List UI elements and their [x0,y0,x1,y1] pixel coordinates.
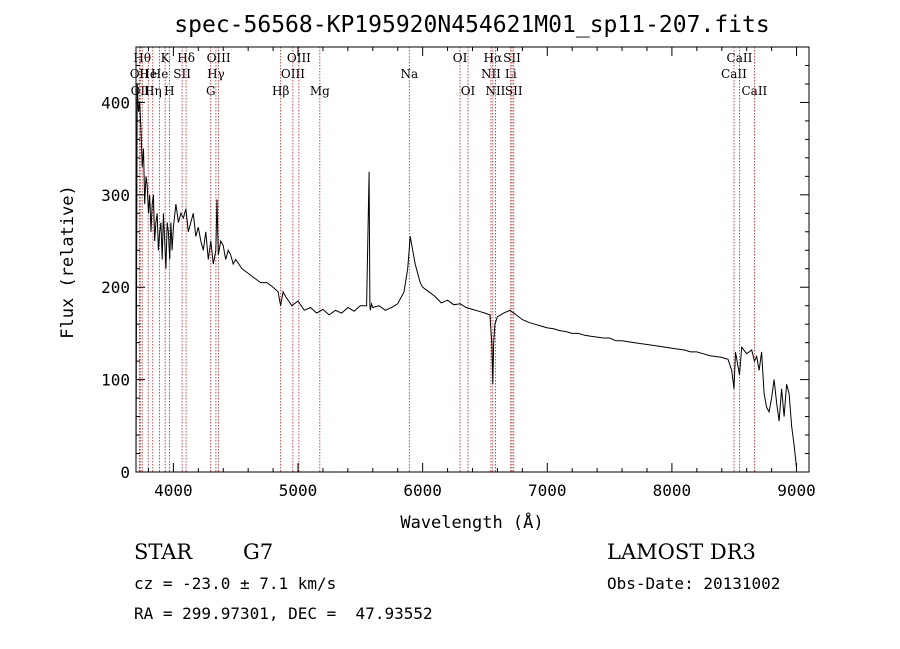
y-tick-label: 0 [120,463,130,482]
line-mark-label: CaII [741,84,767,98]
line-mark-label: Hβ [272,84,289,98]
y-tick-label: 300 [101,186,130,205]
x-tick-label: 8000 [653,481,692,500]
line-mark-label: SII [505,84,523,98]
x-tick-label: 4000 [154,481,193,500]
y-tick-label: 400 [101,93,130,112]
x-tick-label: 7000 [528,481,567,500]
line-mark-label: OIII [207,51,231,65]
line-marks: OIIOIIHθHeHηHeKHSIIHδGHγOIIIHβOIIIOIIIMg… [130,47,768,472]
object-subclass: G7 [243,540,274,564]
survey-name: LAMOST DR3 [607,540,756,564]
line-mark-label: OI [453,51,468,65]
line-mark-label: OII [131,84,151,98]
line-mark-label: CaII [721,67,747,81]
line-mark-label: SII [173,67,191,81]
line-mark-label: Li [505,67,517,81]
line-mark-label: Hθ [133,51,151,65]
line-mark-label: OIII [287,51,311,65]
chart-title: spec-56568-KP195920N454621M01_sp11-207.f… [174,12,769,38]
line-mark-label: NII [481,67,501,81]
redshift-readout: cz = -23.0 ± 7.1 km/s [134,574,337,593]
y-tick-label: 200 [101,278,130,297]
spectrum-line [135,83,797,468]
plot-frame [135,46,810,473]
x-tick-label: 5000 [279,481,318,500]
axis-ticks: 4000 5000 6000 7000 8000 9000 0 100 200 300 400 [101,47,816,500]
line-mark-label: He [151,67,169,81]
y-tick-label: 100 [101,371,130,390]
line-mark-label: Hδ [177,51,195,65]
line-mark-label: SII [503,51,521,65]
coordinates-readout: RA = 299.97301, DEC = 47.93552 [134,604,433,623]
line-mark-label: Hα [484,51,503,65]
line-mark-label: K [161,51,171,65]
line-mark-label: H [164,84,174,98]
line-mark-label: CaII [727,51,753,65]
line-mark-label: Hη [144,84,162,98]
line-mark-label: OII [130,67,150,81]
line-mark-label: Na [400,67,418,81]
x-axis-label: Wavelength (Å) [400,511,543,533]
observation-date: Obs-Date: 20131002 [607,574,781,593]
line-mark-label: OIII [281,67,305,81]
object-class: STAR [134,540,193,564]
line-mark-label: Hγ [207,67,225,81]
y-axis-label: Flux (relative) [58,185,78,339]
x-tick-label: 9000 [777,481,816,500]
line-mark-label: NII [485,84,505,98]
x-tick-label: 6000 [403,481,442,500]
line-mark-label: Mg [310,84,330,98]
line-mark-label: G [206,84,216,98]
line-mark-label: OI [461,84,476,98]
